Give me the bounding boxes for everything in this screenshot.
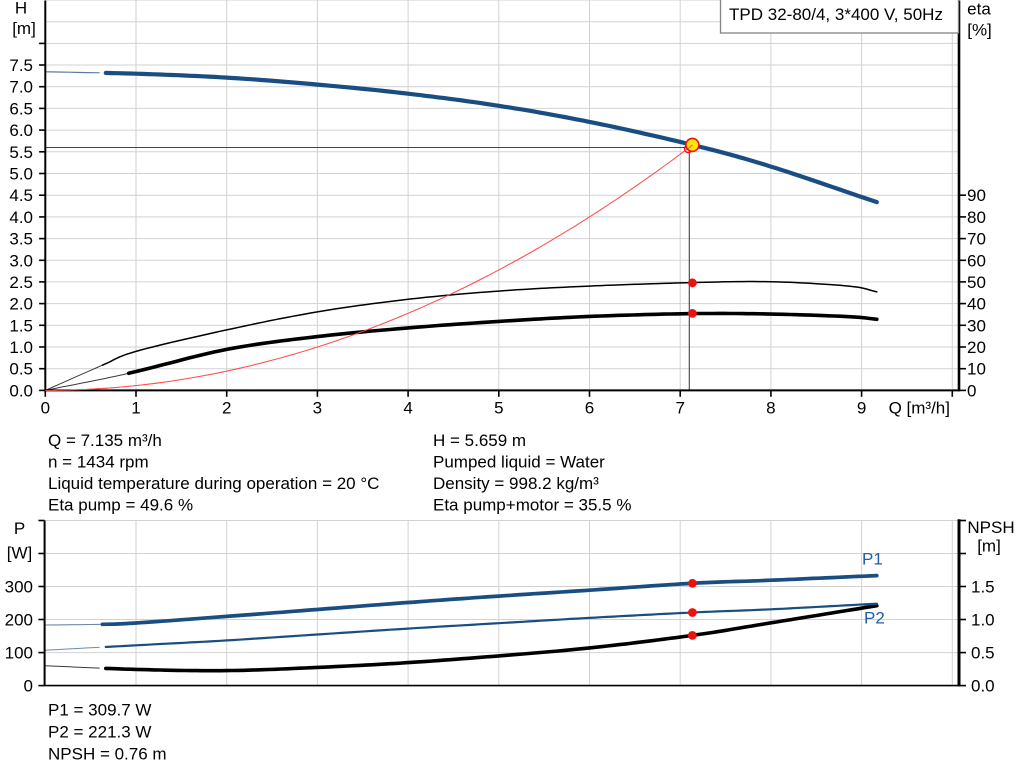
svg-text:[W]: [W] [7, 544, 33, 563]
svg-text:60: 60 [967, 251, 986, 270]
svg-text:Eta pump = 49.6 %: Eta pump = 49.6 % [48, 496, 193, 515]
svg-text:8: 8 [766, 399, 775, 418]
svg-text:5.0: 5.0 [9, 165, 33, 184]
svg-text:4: 4 [403, 399, 412, 418]
svg-text:90: 90 [967, 186, 986, 205]
svg-text:6: 6 [585, 399, 594, 418]
svg-text:5: 5 [494, 399, 503, 418]
svg-text:Density = 998.2 kg/m³: Density = 998.2 kg/m³ [433, 474, 599, 493]
svg-text:[m]: [m] [12, 19, 36, 38]
svg-text:2.0: 2.0 [9, 295, 33, 314]
svg-text:80: 80 [967, 208, 986, 227]
svg-text:20: 20 [967, 338, 986, 357]
svg-text:4.0: 4.0 [9, 208, 33, 227]
svg-text:70: 70 [967, 230, 986, 249]
svg-text:1.5: 1.5 [971, 578, 995, 597]
svg-text:7: 7 [675, 399, 684, 418]
svg-text:9: 9 [857, 399, 866, 418]
svg-text:P2 = 221.3 W: P2 = 221.3 W [48, 722, 151, 741]
svg-text:Q [m³/h]: Q [m³/h] [889, 399, 950, 418]
svg-text:2: 2 [222, 399, 231, 418]
svg-text:5.5: 5.5 [9, 143, 33, 162]
svg-text:Pumped liquid = Water: Pumped liquid = Water [433, 453, 605, 472]
svg-text:0.0: 0.0 [9, 381, 33, 400]
svg-text:3.5: 3.5 [9, 230, 33, 249]
svg-text:NPSH: NPSH [967, 518, 1014, 537]
svg-text:0.5: 0.5 [9, 360, 33, 379]
svg-text:0.5: 0.5 [971, 644, 995, 663]
svg-text:TPD 32-80/4, 3*400 V, 50Hz: TPD 32-80/4, 3*400 V, 50Hz [729, 5, 943, 24]
svg-text:30: 30 [967, 316, 986, 335]
svg-text:1.0: 1.0 [9, 338, 33, 357]
svg-text:Q = 7.135 m³/h: Q = 7.135 m³/h [48, 431, 162, 450]
svg-text:1.0: 1.0 [971, 611, 995, 630]
svg-text:100: 100 [5, 644, 33, 663]
svg-text:200: 200 [5, 611, 33, 630]
svg-text:H = 5.659 m: H = 5.659 m [433, 431, 526, 450]
svg-text:n = 1434 rpm: n = 1434 rpm [48, 453, 149, 472]
svg-text:0: 0 [967, 381, 976, 400]
svg-text:4.5: 4.5 [9, 186, 33, 205]
svg-text:40: 40 [967, 295, 986, 314]
svg-text:7.5: 7.5 [9, 56, 33, 75]
svg-text:6.5: 6.5 [9, 99, 33, 118]
svg-text:1: 1 [131, 399, 140, 418]
svg-text:3: 3 [313, 399, 322, 418]
svg-text:H: H [15, 0, 27, 18]
svg-text:50: 50 [967, 273, 986, 292]
svg-text:P1: P1 [862, 550, 883, 569]
svg-text:P1 = 309.7 W: P1 = 309.7 W [48, 700, 151, 719]
svg-text:300: 300 [5, 578, 33, 597]
svg-text:eta: eta [967, 0, 991, 19]
svg-text:P2: P2 [864, 609, 885, 628]
svg-text:0: 0 [24, 677, 33, 696]
svg-text:2.5: 2.5 [9, 273, 33, 292]
svg-text:P: P [14, 519, 25, 538]
svg-text:0: 0 [41, 399, 50, 418]
svg-text:10: 10 [967, 360, 986, 379]
svg-text:[m]: [m] [977, 537, 1001, 556]
svg-text:[%]: [%] [967, 21, 992, 40]
svg-text:Liquid temperature during oper: Liquid temperature during operation = 20… [48, 474, 379, 493]
svg-text:0.0: 0.0 [971, 677, 995, 696]
svg-text:7.0: 7.0 [9, 78, 33, 97]
svg-text:3.0: 3.0 [9, 251, 33, 270]
svg-text:Eta pump+motor = 35.5 %: Eta pump+motor = 35.5 % [433, 496, 631, 515]
svg-text:6.0: 6.0 [9, 121, 33, 140]
svg-text:1.5: 1.5 [9, 316, 33, 335]
svg-text:NPSH = 0.76 m: NPSH = 0.76 m [48, 744, 167, 763]
